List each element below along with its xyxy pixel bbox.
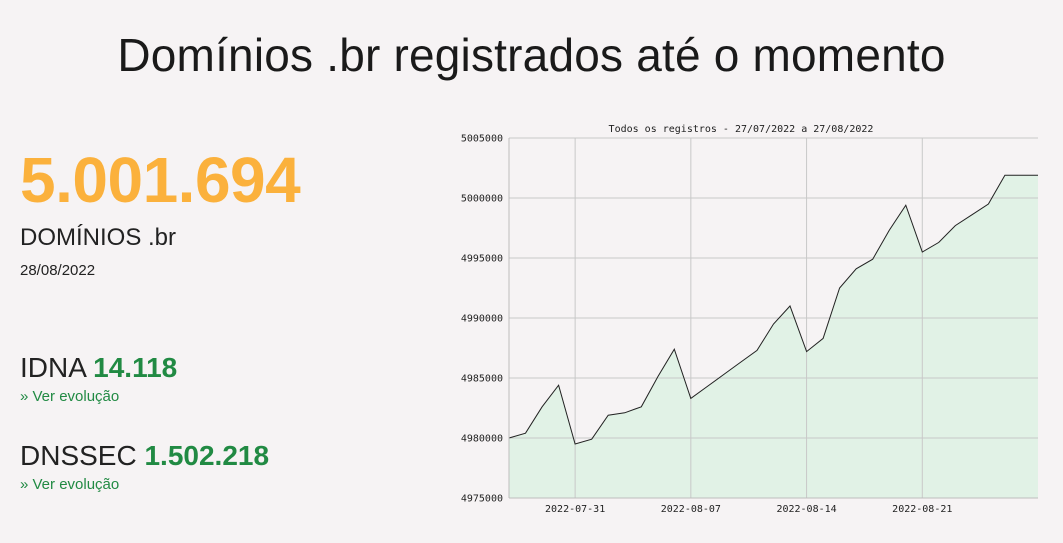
total-domains-label: DOMÍNIOS .br	[20, 224, 177, 251]
dnssec-metric: DNSSEC 1.502.218 » Ver evolução	[20, 440, 269, 493]
chart-area-fill	[509, 175, 1038, 498]
dnssec-label: DNSSEC	[20, 440, 137, 471]
y-tick-label: 5005000	[461, 134, 503, 145]
chart-area-layer	[509, 175, 1038, 498]
y-tick-label: 4980000	[461, 434, 503, 445]
x-tick-label: 2022-08-14	[776, 504, 836, 515]
idna-label: IDNA	[20, 352, 86, 383]
registrations-chart: Todos os registros - 27/07/2022 a 27/08/…	[446, 118, 1056, 518]
page-title: Domínios .br registrados até o momento	[117, 29, 946, 81]
x-tick-label: 2022-07-31	[545, 504, 605, 515]
chart-series-line	[508, 174, 1038, 445]
chart-title: Todos os registros - 27/07/2022 a 27/08/…	[609, 124, 874, 135]
summary-date: 28/08/2022	[20, 262, 96, 279]
chart-tick-labels: 4975000 4980000 4985000 4990000 4995000 50000…	[461, 134, 953, 516]
dnssec-value: 1.502.218	[144, 440, 270, 471]
chart-axes	[508, 138, 1038, 499]
y-tick-label: 5000000	[461, 194, 503, 205]
total-domains-count: 5.001.694	[20, 144, 301, 216]
idna-metric: IDNA 14.118 » Ver evolução	[20, 352, 177, 405]
y-tick-label: 4975000	[461, 494, 503, 505]
x-tick-label: 2022-08-21	[892, 504, 952, 515]
y-tick-label: 4985000	[461, 374, 503, 385]
summary-panel: 5.001.694 DOMÍNIOS .br 28/08/2022	[20, 148, 400, 279]
y-tick-label: 4995000	[461, 254, 503, 265]
idna-evolution-link[interactable]: » Ver evolução	[20, 388, 120, 405]
dnssec-evolution-link[interactable]: » Ver evolução	[20, 476, 120, 493]
x-tick-label: 2022-08-07	[661, 504, 721, 515]
y-tick-label: 4990000	[461, 314, 503, 325]
chart-svg: Todos os registros - 27/07/2022 a 27/08/…	[461, 124, 1038, 516]
idna-value: 14.118	[93, 352, 178, 383]
